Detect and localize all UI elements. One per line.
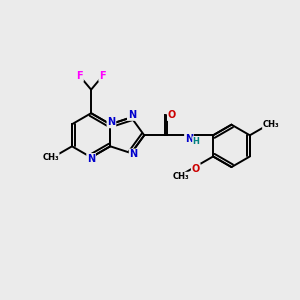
Text: N: N bbox=[107, 118, 116, 128]
Text: F: F bbox=[76, 71, 83, 81]
Text: N: N bbox=[185, 134, 193, 144]
Text: CH₃: CH₃ bbox=[172, 172, 189, 182]
Text: N: N bbox=[128, 110, 136, 120]
Text: O: O bbox=[192, 164, 200, 174]
Text: CH₃: CH₃ bbox=[263, 120, 279, 129]
Text: F: F bbox=[99, 71, 106, 81]
Text: N: N bbox=[130, 149, 138, 159]
Text: H: H bbox=[193, 137, 200, 146]
Text: O: O bbox=[168, 110, 176, 120]
Text: CH₃: CH₃ bbox=[42, 153, 59, 162]
Text: N: N bbox=[87, 154, 95, 164]
